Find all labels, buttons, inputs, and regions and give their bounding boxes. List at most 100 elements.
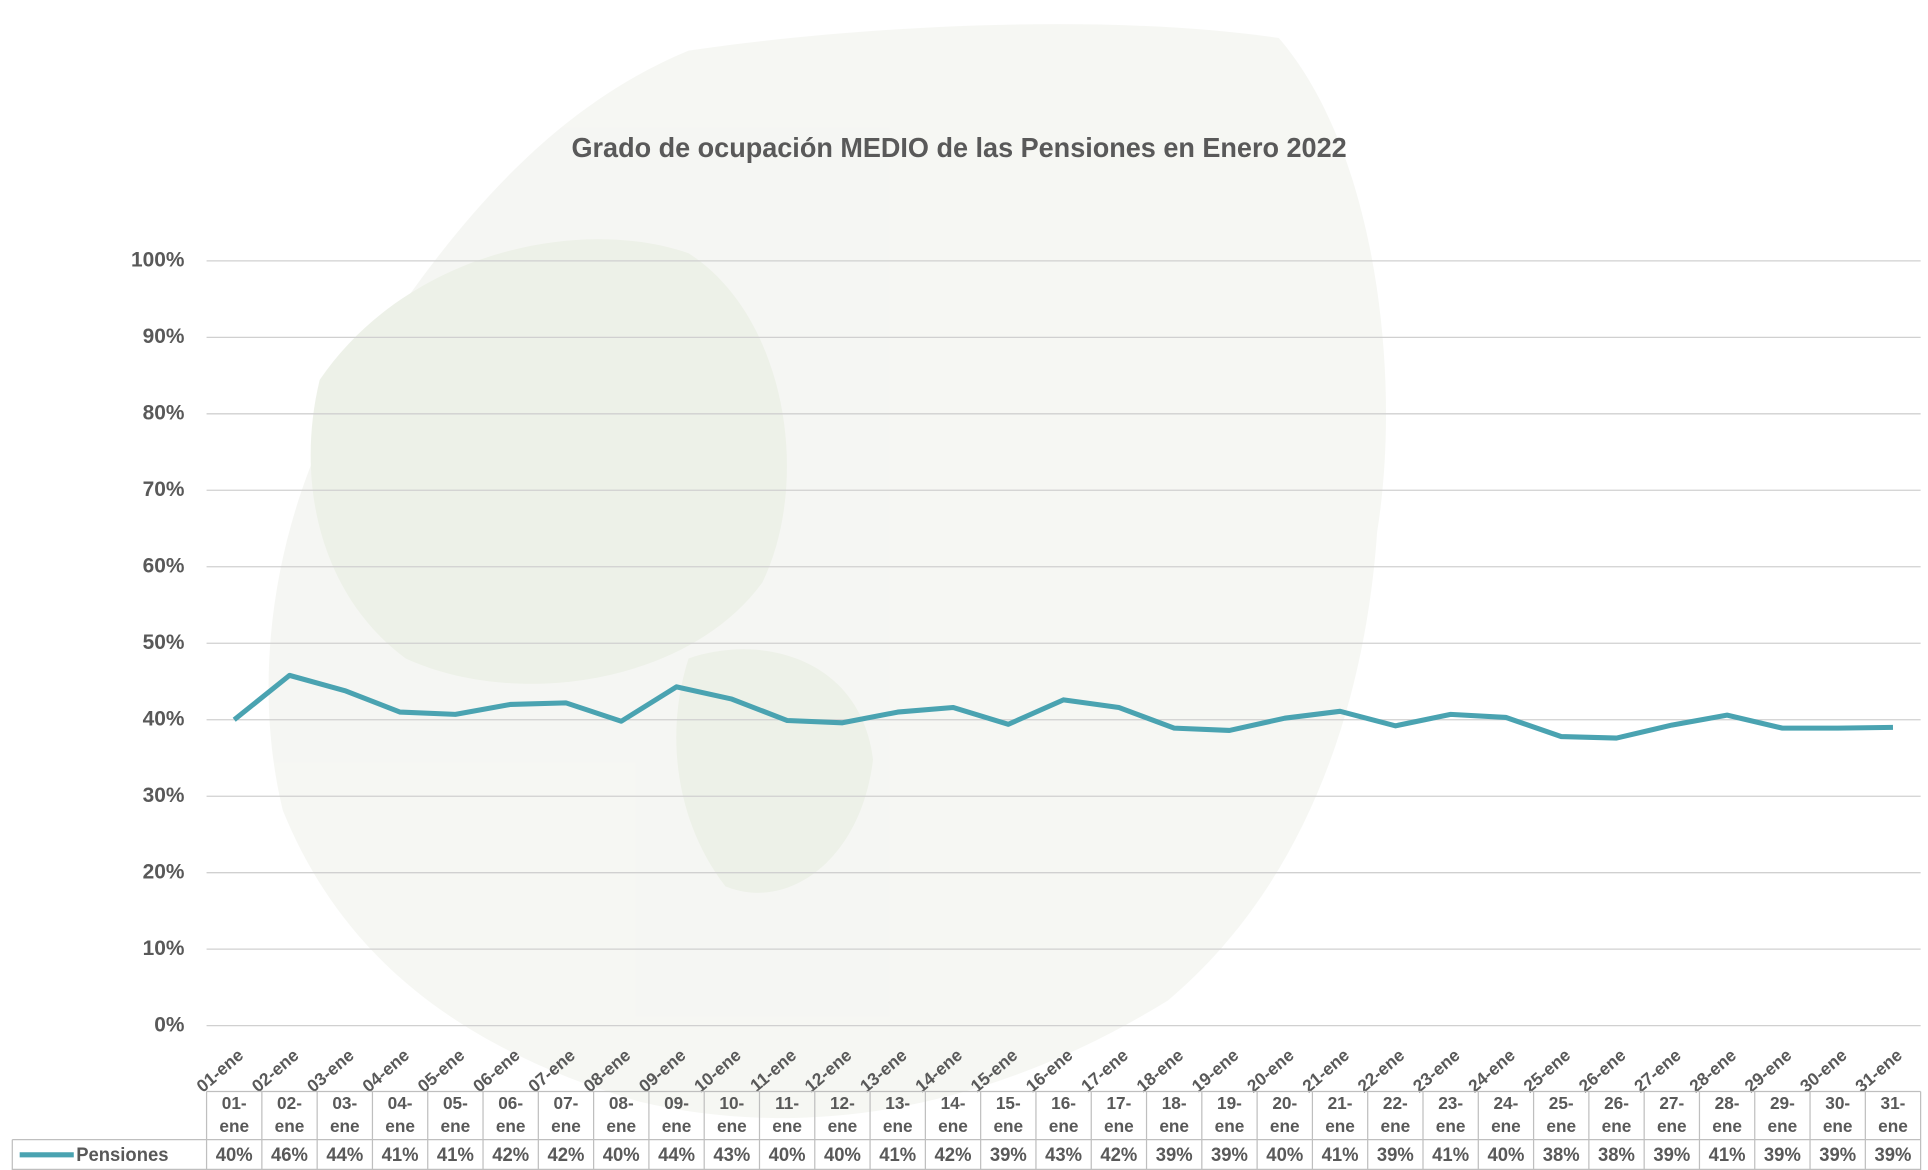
table-header: 06-ene: [496, 1093, 526, 1136]
table-header-part: ene: [1712, 1115, 1742, 1135]
table-value: 40%: [216, 1144, 253, 1165]
table-header: 27-ene: [1657, 1093, 1687, 1136]
y-tick-label: 90%: [143, 325, 185, 348]
table-value: 39%: [1377, 1144, 1414, 1165]
table-header-part: ene: [385, 1115, 415, 1135]
table-header-part: 02-: [277, 1093, 302, 1113]
table-header-part: 12-: [830, 1093, 855, 1113]
table-header: 31-ene: [1878, 1093, 1908, 1136]
table-value: 40%: [769, 1144, 806, 1165]
table-value: 39%: [1156, 1144, 1193, 1165]
table-header-part: 03-: [332, 1093, 357, 1113]
table-header-part: ene: [1768, 1115, 1798, 1135]
table-header-part: ene: [883, 1115, 913, 1135]
table-header-part: ene: [1104, 1115, 1134, 1135]
table-header-part: 24-: [1493, 1093, 1518, 1113]
table-header-part: 11-: [775, 1093, 799, 1113]
y-tick-label: 80%: [143, 401, 185, 424]
table-header: 08-ene: [606, 1093, 636, 1136]
x-tick-label: 02-ene: [248, 1044, 303, 1096]
table-value: 44%: [658, 1144, 695, 1165]
table-value: 39%: [1653, 1144, 1690, 1165]
x-tick-label: 18-ene: [1133, 1044, 1188, 1096]
table-header-part: 28-: [1715, 1093, 1740, 1113]
table-value: 42%: [492, 1144, 529, 1165]
x-tick-label: 04-ene: [358, 1044, 413, 1096]
x-tick-label: 29-ene: [1741, 1044, 1796, 1096]
y-tick-label: 50%: [143, 631, 185, 654]
table-header-part: ene: [1381, 1115, 1411, 1135]
table-header-part: ene: [938, 1115, 968, 1135]
table-header-part: ene: [717, 1115, 747, 1135]
table-header-part: 21-: [1328, 1093, 1353, 1113]
table-header-part: ene: [330, 1115, 360, 1135]
table-header-part: ene: [993, 1115, 1023, 1135]
table-header-part: 31-: [1881, 1093, 1906, 1113]
table-header-part: ene: [1602, 1115, 1632, 1135]
data-line: [232, 672, 1894, 741]
table-header: 16-ene: [1049, 1093, 1079, 1136]
y-tick-label: 40%: [143, 707, 185, 730]
table-header-part: ene: [275, 1115, 305, 1135]
table-header-part: ene: [1491, 1115, 1521, 1135]
table-value: 41%: [879, 1144, 916, 1165]
table-value: 40%: [824, 1144, 861, 1165]
table-value: 39%: [1875, 1144, 1912, 1165]
table-header-part: ene: [828, 1115, 858, 1135]
table-header: 13-ene: [883, 1093, 913, 1136]
table-header-part: 17-: [1106, 1093, 1131, 1113]
table-value: 38%: [1598, 1144, 1635, 1165]
chart-title: Grado de ocupación MEDIO de las Pensione…: [572, 131, 1347, 162]
table-header: 25-ene: [1546, 1093, 1576, 1136]
table-header: 14-ene: [938, 1093, 968, 1136]
table-header: 22-ene: [1381, 1093, 1411, 1136]
table-header: 04-ene: [385, 1093, 415, 1136]
x-tick-label: 19-ene: [1188, 1044, 1243, 1096]
table-header: 01-ene: [219, 1093, 249, 1136]
table-header-part: ene: [1436, 1115, 1466, 1135]
table-header-part: ene: [1325, 1115, 1355, 1135]
table-value: 42%: [1100, 1144, 1137, 1165]
table-header: 02-ene: [275, 1093, 305, 1136]
y-tick-label: 10%: [143, 937, 185, 960]
background-map: [268, 24, 1387, 1119]
table-header-part: ene: [1159, 1115, 1189, 1135]
x-tick-label: 30-ene: [1796, 1044, 1851, 1096]
table-header-part: 06-: [498, 1093, 523, 1113]
x-tick-label: 03-ene: [303, 1044, 358, 1096]
table-value: 41%: [437, 1144, 474, 1165]
table-header-part: ene: [1878, 1115, 1908, 1135]
table-header-part: 01-: [222, 1093, 247, 1113]
table-header: 24-ene: [1491, 1093, 1521, 1136]
table-header-part: 04-: [388, 1093, 413, 1113]
table-header: 15-ene: [993, 1093, 1023, 1136]
table-value: 38%: [1543, 1144, 1580, 1165]
table-value: 41%: [382, 1144, 419, 1165]
table-value: 42%: [935, 1144, 972, 1165]
table-header-part: 14-: [941, 1093, 966, 1113]
table-header-part: 22-: [1383, 1093, 1408, 1113]
table-header: 03-ene: [330, 1093, 360, 1136]
table-header-part: 05-: [443, 1093, 468, 1113]
table-value: 39%: [990, 1144, 1027, 1165]
table-header: 26-ene: [1602, 1093, 1632, 1136]
table-header-part: 20-: [1272, 1093, 1297, 1113]
table-header: 07-ene: [551, 1093, 581, 1136]
x-tick-label: 31-ene: [1851, 1044, 1906, 1096]
table-header-part: ene: [1657, 1115, 1687, 1135]
table-header-part: 07-: [554, 1093, 579, 1113]
table-header-part: ene: [1823, 1115, 1853, 1135]
table-value: 40%: [603, 1144, 640, 1165]
y-tick-label: 30%: [143, 784, 185, 807]
table-header: 18-ene: [1159, 1093, 1189, 1136]
table-value: 40%: [1266, 1144, 1303, 1165]
x-tick-label: 20-ene: [1243, 1044, 1298, 1096]
table-header: 12-ene: [828, 1093, 858, 1136]
table-header-part: 08-: [609, 1093, 634, 1113]
table-header: 10-ene: [717, 1093, 747, 1136]
y-tick-label: 0%: [154, 1013, 184, 1036]
table-value: 41%: [1709, 1144, 1746, 1165]
table-header: 29-ene: [1768, 1093, 1798, 1136]
